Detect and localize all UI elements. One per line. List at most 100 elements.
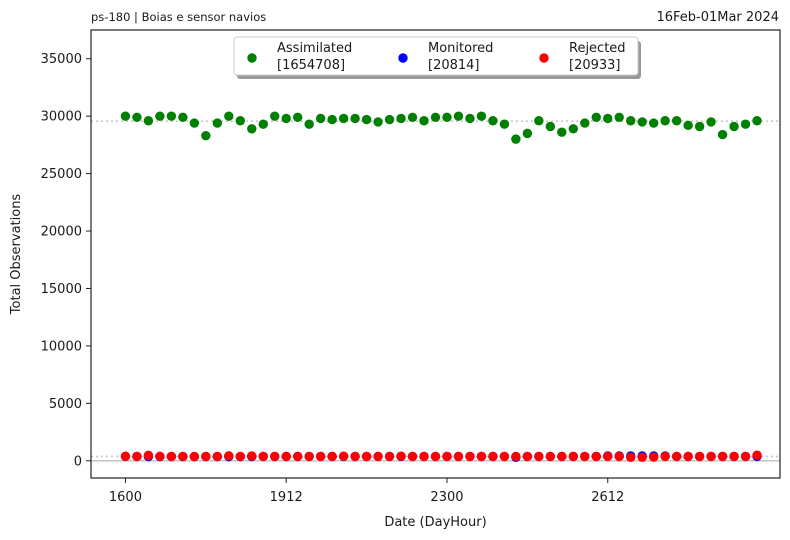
legend-count-monitored: [20814] [428,58,480,73]
legend-count-rejected: [20933] [569,58,621,73]
point-rejected-3 [155,451,165,461]
point-rejected-25 [407,451,418,462]
point-assimilated-47 [660,116,670,126]
point-rejected-2 [143,450,154,461]
point-rejected-42 [603,451,613,462]
point-rejected-29 [453,451,464,462]
point-rejected-5 [178,451,188,462]
point-assimilated-41 [591,112,601,123]
header-left: ps-180 | Boias e sensor navios [91,10,266,24]
point-rejected-15 [293,451,303,462]
point-rejected-39 [568,451,578,462]
point-assimilated-15 [293,112,303,123]
header-right: 16Feb-01Mar 2024 [656,10,779,25]
point-assimilated-27 [430,112,441,123]
y-tick-label-5000: 5000 [49,397,82,412]
point-rejected-16 [304,451,314,462]
point-rejected-26 [419,451,429,462]
point-rejected-10 [235,451,245,462]
plot-frame [90,29,781,479]
point-rejected-48 [671,451,682,462]
point-rejected-50 [694,451,705,462]
x-axis: 1600 1912 2300 2612 [109,478,624,505]
point-assimilated-50 [694,121,705,132]
point-rejected-28 [442,451,452,462]
point-rejected-11 [247,451,257,461]
point-assimilated-55 [752,116,762,126]
point-assimilated-43 [614,112,624,123]
point-rejected-47 [660,451,670,462]
point-assimilated-26 [419,116,429,126]
y-tick-label-0: 0 [74,454,82,469]
point-rejected-54 [740,451,751,462]
point-rejected-34 [511,451,521,462]
point-assimilated-48 [671,116,682,126]
point-rejected-46 [648,452,659,462]
point-assimilated-32 [488,116,498,126]
point-rejected-32 [488,451,498,462]
point-assimilated-19 [338,113,349,124]
point-rejected-6 [189,451,200,462]
point-rejected-43 [614,451,624,462]
y-axis-label: Total Observations [9,194,24,316]
point-assimilated-42 [603,113,613,124]
point-rejected-4 [166,451,177,462]
point-assimilated-33 [499,119,510,129]
y-tick-label-30000: 30000 [41,110,82,125]
point-assimilated-20 [350,113,360,124]
point-assimilated-54 [740,119,751,129]
point-rejected-53 [729,451,739,462]
point-rejected-9 [224,451,234,461]
legend-marker-monitored [398,53,408,63]
point-rejected-21 [361,451,372,462]
point-assimilated-16 [304,119,314,129]
point-assimilated-12 [258,119,268,129]
point-assimilated-5 [178,112,188,123]
x-tick-label-1600: 1600 [109,490,142,505]
point-rejected-12 [258,451,268,462]
point-assimilated-9 [224,111,234,121]
legend-marker-assimilated [247,53,257,63]
legend-label-monitored: Monitored [428,41,493,56]
point-assimilated-29 [453,111,464,121]
point-assimilated-8 [212,118,223,128]
point-rejected-51 [706,451,716,462]
point-assimilated-52 [717,129,728,140]
y-tick-label-25000: 25000 [41,167,82,182]
y-tick-label-20000: 20000 [41,225,82,240]
y-axis: 0 5000 10000 15000 20000 25000 30000 35000 [41,52,91,469]
point-rejected-22 [373,451,383,462]
point-rejected-1 [132,451,142,462]
point-assimilated-3 [155,111,165,121]
data-points [120,111,762,463]
point-assimilated-38 [557,127,567,137]
point-assimilated-34 [511,134,521,144]
point-rejected-40 [580,451,590,462]
legend-count-assimilated: [1654708] [277,58,345,73]
point-rejected-7 [201,451,211,462]
point-assimilated-37 [545,121,556,132]
point-rejected-52 [717,451,728,462]
point-rejected-20 [350,451,360,462]
point-assimilated-1 [132,112,142,123]
point-assimilated-13 [270,111,280,121]
point-assimilated-31 [476,111,487,121]
x-tick-label-2612: 2612 [591,490,624,505]
y-tick-label-15000: 15000 [41,282,82,297]
point-rejected-13 [270,451,280,462]
y-tick-label-35000: 35000 [41,52,82,67]
point-assimilated-6 [189,118,200,128]
legend-label-rejected: Rejected [569,41,626,56]
point-assimilated-51 [706,117,716,127]
point-rejected-37 [545,451,556,462]
point-assimilated-30 [465,113,475,124]
y-tick-label-10000: 10000 [41,339,82,354]
point-rejected-45 [637,452,647,463]
point-assimilated-22 [373,117,383,127]
point-rejected-18 [327,451,337,462]
point-rejected-24 [396,451,406,461]
point-assimilated-11 [247,124,257,134]
x-tick-label-2300: 2300 [430,490,463,505]
point-assimilated-36 [534,116,544,126]
